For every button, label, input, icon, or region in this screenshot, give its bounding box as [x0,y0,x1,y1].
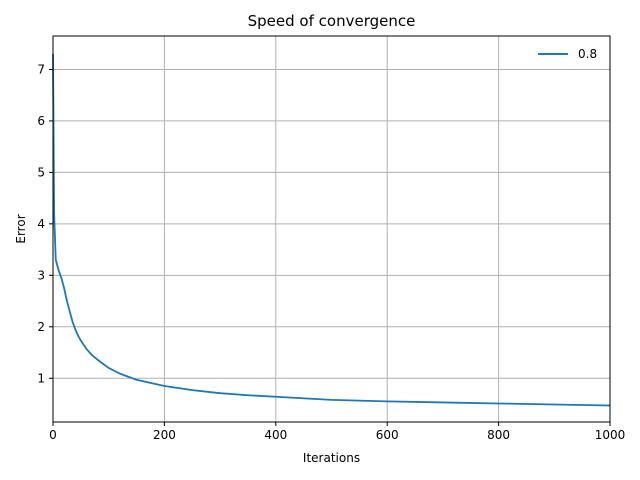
y-tick-label: 5 [37,165,45,179]
x-tick-label: 1000 [595,428,626,442]
x-tick-label: 600 [376,428,399,442]
plot-frame [52,35,611,423]
x-tick-label: 800 [487,428,510,442]
x-tick-label: 0 [49,428,57,442]
x-tick-label: 400 [264,428,287,442]
legend: 0.8 [530,43,602,65]
y-tick-label: 7 [37,62,45,76]
y-tick-label: 1 [37,371,45,385]
y-tick-label: 4 [37,217,45,231]
legend-label: 0.8 [578,47,597,61]
y-tick-label: 3 [37,268,45,282]
series-layer [52,54,611,407]
chart-title: Speed of convergence [248,12,416,30]
series-line-0.8 [52,54,611,407]
ticks: 0 200 400 600 800 1000 1 2 3 4 5 6 7 [37,62,625,442]
x-axis-label: Iterations [303,451,360,465]
x-tick-label: 200 [153,428,176,442]
y-tick-label: 6 [37,114,45,128]
y-axis-label: Error [14,214,28,243]
y-tick-label: 2 [37,320,45,334]
